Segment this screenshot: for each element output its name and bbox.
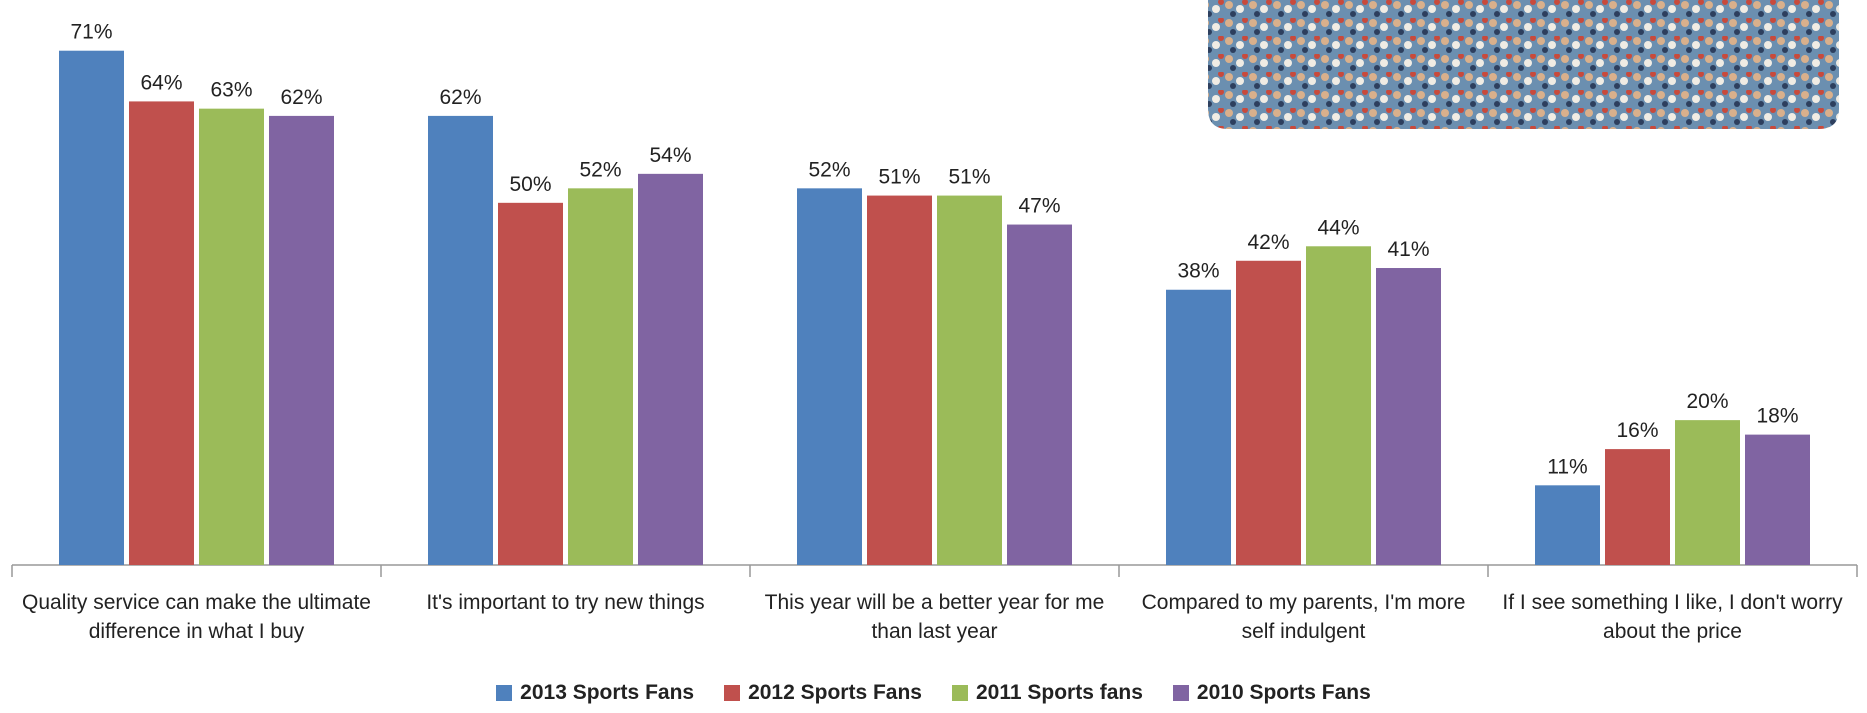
value-label: 54% <box>649 144 691 167</box>
bar <box>937 195 1002 566</box>
bar <box>59 50 124 565</box>
legend-label: 2013 Sports Fans <box>520 681 695 704</box>
value-label: 47% <box>1018 195 1060 218</box>
value-label: 18% <box>1756 405 1798 428</box>
legend: 2013 Sports Fans 2012 Sports Fans 2011 Spo… <box>0 681 1867 705</box>
value-label: 44% <box>1317 216 1359 239</box>
bar <box>1306 246 1371 566</box>
value-label: 38% <box>1177 260 1219 283</box>
legend-swatch <box>1172 685 1189 701</box>
legend-item: 2012 Sports Fans <box>724 681 922 705</box>
x-tick-label: It's important to try new things <box>426 591 705 614</box>
x-tick-label: If I see something I like, I don't worry… <box>1502 591 1843 643</box>
bar <box>867 195 932 566</box>
value-label: 71% <box>70 21 112 44</box>
bar <box>498 202 563 566</box>
legend-item: 2010 Sports Fans <box>1172 681 1371 705</box>
bar <box>568 188 633 566</box>
legend-label: 2010 Sports Fans <box>1196 681 1371 704</box>
bar <box>1376 268 1441 565</box>
legend-swatch <box>496 685 513 701</box>
bar <box>1745 434 1810 565</box>
value-label: 51% <box>948 166 990 189</box>
bar <box>428 115 493 566</box>
bar <box>1535 485 1600 565</box>
value-label: 52% <box>808 158 850 181</box>
bar <box>1675 420 1740 565</box>
value-label: 16% <box>1616 419 1658 442</box>
bar <box>1007 224 1072 566</box>
bar <box>199 108 264 566</box>
legend-label: 2012 Sports Fans <box>748 681 922 704</box>
bar <box>129 101 194 566</box>
value-label: 62% <box>439 86 481 109</box>
value-label: 42% <box>1247 231 1289 254</box>
value-label: 62% <box>280 86 322 109</box>
value-label: 52% <box>579 158 621 181</box>
x-tick-label: Compared to my parents, I'm more self in… <box>1141 591 1466 643</box>
x-tick-label: This year will be a better year for me t… <box>764 591 1105 643</box>
bar <box>797 188 862 566</box>
value-label: 20% <box>1686 390 1728 413</box>
value-label: 51% <box>878 166 920 189</box>
bar <box>1236 260 1301 565</box>
bar <box>1605 449 1670 565</box>
crowd-photo <box>1208 0 1839 129</box>
legend-item: 2011 Sports fans <box>951 681 1143 705</box>
legend-item: 2013 Sports Fans <box>496 681 694 705</box>
value-label: 50% <box>509 173 551 196</box>
value-label: 11% <box>1547 455 1587 478</box>
bar <box>1166 289 1231 565</box>
value-label: 41% <box>1387 238 1429 261</box>
legend-swatch <box>724 685 741 701</box>
bar <box>638 173 703 565</box>
value-label: 64% <box>140 71 182 94</box>
legend-label: 2011 Sports fans <box>975 681 1143 704</box>
value-label: 63% <box>210 79 252 102</box>
legend-swatch <box>951 685 968 701</box>
bar <box>269 115 334 566</box>
x-tick-label: Quality service can make the ultimate di… <box>22 591 371 643</box>
